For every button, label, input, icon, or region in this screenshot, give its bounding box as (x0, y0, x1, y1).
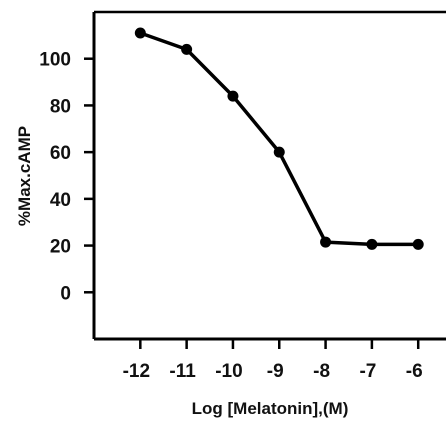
y-tick-label: 80 (50, 96, 71, 117)
x-tick-label: -9 (267, 361, 284, 382)
x-tick-label: -10 (215, 361, 242, 382)
data-point (320, 236, 332, 248)
x-tick-label: -12 (123, 361, 150, 382)
y-tick-label: 60 (50, 143, 71, 164)
data-series (134, 27, 424, 250)
x-tick-label: -7 (359, 361, 376, 382)
x-tick-label: -11 (169, 361, 196, 382)
data-point (366, 238, 378, 250)
y-axis-title: %Max.cAMP (15, 126, 34, 226)
series-line (139, 31, 419, 247)
data-point (134, 27, 146, 39)
x-axis-title: Log [Melatonin],(M) (192, 399, 349, 418)
plot-frame (92, 10, 446, 341)
x-tick-label: -8 (313, 361, 330, 382)
x-tick-label: -6 (406, 361, 423, 382)
x-axis-ticks: -12 -11 -10 -9 -8 -7 -6 (123, 339, 423, 382)
data-point (227, 90, 239, 102)
y-tick-label: 100 (39, 50, 71, 71)
data-point (273, 146, 285, 158)
data-point (181, 43, 193, 55)
data-point (412, 238, 424, 250)
y-tick-label: 20 (50, 237, 71, 258)
y-axis-ticks: 0 20 40 60 80 100 (39, 50, 94, 304)
y-tick-label: 40 (50, 190, 71, 211)
y-tick-label: 0 (60, 283, 71, 304)
